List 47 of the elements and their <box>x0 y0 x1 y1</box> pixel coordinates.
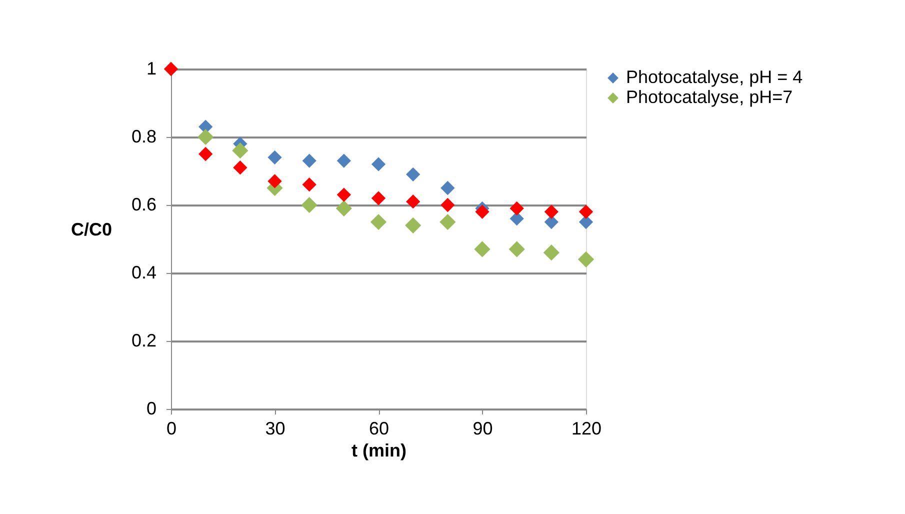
point <box>405 217 422 234</box>
point <box>268 150 282 164</box>
point <box>198 146 213 162</box>
point <box>302 178 316 192</box>
point <box>406 194 420 209</box>
x-tick-label: 30 <box>265 418 286 438</box>
y-axis-title: C/C0 <box>70 220 112 240</box>
point <box>510 201 524 216</box>
point <box>510 212 524 226</box>
point <box>336 188 351 202</box>
point <box>440 214 456 230</box>
point <box>164 62 178 76</box>
point <box>508 241 525 258</box>
x-axis-title: t (min) <box>352 440 406 460</box>
point <box>232 142 248 159</box>
point <box>268 174 282 188</box>
x-tick-label: 0 <box>166 418 177 438</box>
point <box>544 214 558 230</box>
y-tick-label: 1 <box>146 58 156 78</box>
y-tick-label: 0.6 <box>131 194 156 214</box>
point <box>371 191 386 206</box>
legend-label: Photocatalyse, pH = 4 <box>626 67 803 87</box>
point <box>543 244 560 261</box>
legend-label: Photocatalyse, pH=7 <box>626 87 793 107</box>
point <box>336 200 352 216</box>
y-tick-label: 0.2 <box>131 330 156 350</box>
point <box>406 167 420 182</box>
point <box>544 204 558 219</box>
x-tick-label: 60 <box>368 418 390 438</box>
point <box>198 128 214 146</box>
point <box>370 214 387 230</box>
y-tick-label: 0 <box>146 398 156 418</box>
point <box>233 160 248 175</box>
x-tick-label: 120 <box>571 418 602 438</box>
point <box>440 198 455 212</box>
point <box>371 157 386 172</box>
point <box>301 196 318 214</box>
point <box>475 204 490 219</box>
y-tick-label: 0.4 <box>131 262 156 282</box>
point <box>578 251 594 268</box>
point <box>578 204 594 219</box>
point <box>474 241 490 258</box>
point <box>440 180 455 196</box>
point <box>302 154 316 168</box>
y-tick-label: 0.8 <box>131 126 156 146</box>
point <box>336 154 351 168</box>
x-tick-label: 90 <box>472 418 493 438</box>
